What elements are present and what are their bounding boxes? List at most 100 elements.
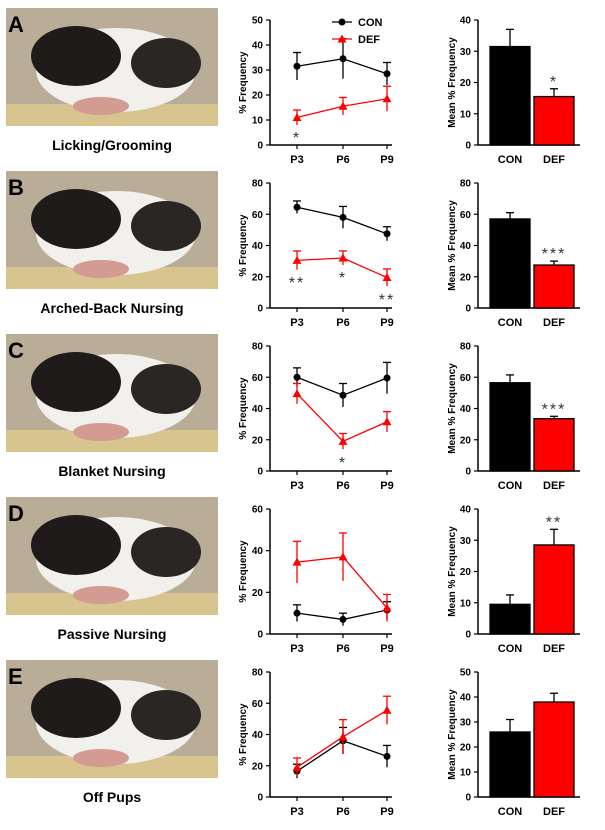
line-c-def-point-p6 [338, 436, 348, 445]
legend-con-marker [338, 18, 346, 26]
bar-d-y-tick-label: 10 [460, 598, 472, 609]
line-c-def-point-p3 [292, 389, 302, 398]
panel-letter: E [8, 664, 23, 689]
bar-c-y-tick-label: 60 [460, 373, 472, 384]
bar-b-error-def [550, 260, 558, 266]
bar-c-significance: *** [542, 401, 567, 418]
rat-hood-black [31, 678, 121, 738]
bar-d-error-def [550, 528, 558, 545]
pups [73, 423, 129, 441]
line-b-con-point-p9 [383, 230, 391, 238]
line-c-y-tick-label: 60 [252, 373, 264, 384]
line-a-ylabel: % Frequency [238, 51, 249, 114]
panel-caption: Blanket Nursing [58, 463, 165, 479]
bar-b-y-tick-label: 80 [460, 179, 472, 190]
bar-d-x-tick-label: DEF [543, 643, 565, 655]
line-e-def-point-p3 [292, 762, 302, 771]
line-d-y-tick-label: 40 [252, 546, 264, 557]
line-b-significance: ** [289, 275, 305, 292]
photo-b [6, 171, 218, 289]
line-e-x-tick-label: P3 [290, 806, 303, 818]
line-d-y-tick-label: 0 [257, 630, 263, 641]
bar-c-y-tick-label: 20 [460, 435, 472, 446]
line-a-y-tick-label: 0 [257, 141, 263, 152]
legend-con-label: CON [358, 17, 383, 29]
line-c-y-tick-label: 0 [257, 467, 263, 478]
bar-a-error-con [506, 28, 514, 47]
line-a-def-point-p9 [382, 94, 392, 103]
line-c-y-tick-label: 40 [252, 404, 264, 415]
bar-d-ylabel: Mean % Frequency [447, 526, 458, 617]
line-a-y-tick-label: 10 [252, 116, 264, 127]
line-e-y-tick-label: 80 [252, 668, 264, 679]
bar-b-bar-con [489, 218, 531, 309]
line-e-y-tick-label: 60 [252, 699, 264, 710]
bar-b-y-tick-label: 0 [465, 304, 471, 315]
bar-e-y-tick-label: 20 [460, 743, 472, 754]
line-d-def-point-p9 [382, 603, 392, 612]
pups [73, 586, 129, 604]
panel-letter: C [8, 338, 24, 363]
bar-a-y-tick-label: 40 [460, 16, 472, 27]
bedding-shavings [6, 593, 218, 615]
bar-b-error-con [506, 212, 514, 219]
line-c-x-tick-label: P9 [380, 480, 393, 492]
line-a-y-tick-label: 20 [252, 91, 264, 102]
bar-b-ylabel: Mean % Frequency [447, 200, 458, 291]
bar-c-y-tick-label: 0 [465, 467, 471, 478]
pups [73, 749, 129, 767]
line-a-y-tick-label: 40 [252, 41, 264, 52]
line-e-con-point-p9 [383, 752, 391, 760]
line-a-def-point-p3 [292, 113, 302, 121]
line-e-y-tick-label: 0 [257, 793, 263, 804]
bar-b-x-tick-label: CON [498, 317, 523, 329]
line-b-y-tick-label: 80 [252, 179, 264, 190]
bar-a-bar-con [489, 45, 531, 146]
line-b-con-point-p6 [339, 213, 347, 221]
photo-a [6, 8, 218, 126]
rat-back-patch [131, 364, 201, 414]
panel-caption: Licking/Grooming [52, 137, 172, 153]
line-c-con-point-p3 [293, 373, 301, 381]
line-d-def-point-p3 [292, 557, 302, 566]
bar-a-x-tick-label: DEF [543, 154, 565, 166]
bar-a-error-def [550, 88, 558, 97]
line-a-x-tick-label: P9 [380, 154, 393, 166]
bar-d-error-con [506, 594, 514, 605]
bar-c-x-tick-label: DEF [543, 480, 565, 492]
bar-d-y-tick-label: 40 [460, 505, 472, 516]
line-b-y-tick-label: 60 [252, 210, 264, 221]
bar-c-ylabel: Mean % Frequency [447, 363, 458, 454]
line-c-y-tick-label: 80 [252, 342, 264, 353]
line-c-x-tick-label: P3 [290, 480, 303, 492]
bar-b-y-tick-label: 40 [460, 241, 472, 252]
photo-c [6, 334, 218, 452]
panel-letter: D [8, 501, 24, 526]
line-b-def-point-p6 [338, 253, 348, 262]
rat-back-patch [131, 201, 201, 251]
pups [73, 97, 129, 115]
bar-d-bar-con [489, 603, 531, 635]
bar-a-y-tick-label: 10 [460, 109, 472, 120]
bar-c-y-tick-label: 40 [460, 404, 472, 415]
line-b-def-point-p3 [292, 255, 302, 264]
line-c-ylabel: % Frequency [238, 377, 249, 440]
line-e-def-point-p6 [338, 732, 348, 741]
line-c-y-tick-label: 20 [252, 435, 264, 446]
line-e-y-tick-label: 40 [252, 730, 264, 741]
rat-hood-black [31, 352, 121, 412]
bar-e-x-tick-label: CON [498, 806, 523, 818]
line-d-ylabel: % Frequency [238, 540, 249, 603]
bar-a-significance: * [550, 74, 558, 91]
line-a-con-point-p6 [339, 55, 347, 63]
bar-c-error-con [506, 374, 514, 383]
rat-hood-black [31, 189, 121, 249]
bar-e-x-tick-label: DEF [543, 806, 565, 818]
line-d-con-point-p3 [293, 609, 301, 617]
line-b-significance: ** [379, 292, 395, 309]
line-d-x-tick-label: P3 [290, 643, 303, 655]
line-c-con-point-p9 [383, 374, 391, 382]
line-c-significance: * [339, 455, 347, 472]
